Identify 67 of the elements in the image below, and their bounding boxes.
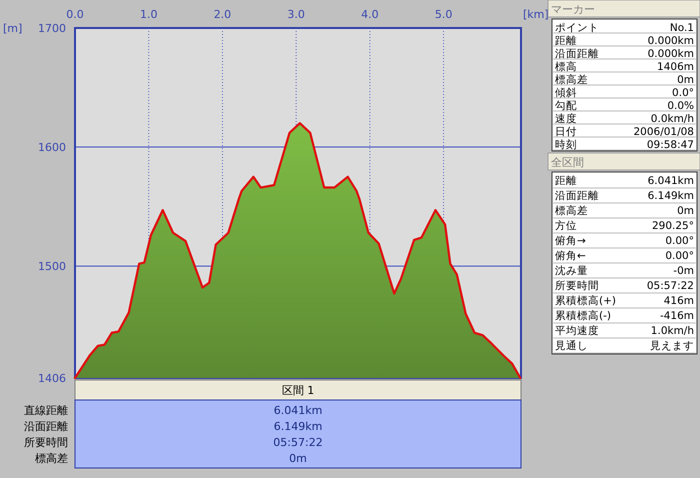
y-axis-title: [m] (3, 22, 22, 35)
category-label: 沿面距離 (555, 48, 599, 60)
category-label: 日付 (555, 126, 577, 138)
text: 6.149km (648, 190, 694, 202)
x-axis-title: [km] (523, 8, 549, 21)
text: 6.041km (648, 175, 694, 187)
category-label: 速度 (555, 112, 577, 125)
category-label: 見通し (555, 339, 588, 352)
category-label: 俯角← (555, 249, 586, 262)
text: 区間 1 (282, 384, 314, 397)
text: 1406m (657, 61, 694, 73)
text: マーカー (551, 3, 595, 16)
x-tick-label: 5.0 (434, 8, 452, 21)
x-tick-label: 3.0 (287, 8, 305, 21)
category-label: 直線距離 (24, 404, 68, 417)
text: 09:58:47 (646, 139, 694, 151)
category-label: 時刻 (555, 138, 577, 151)
category-label: 標高差 (555, 73, 588, 86)
category-label: 平均速度 (555, 324, 599, 337)
text: No.1 (670, 22, 694, 34)
text: -0m (673, 265, 694, 277)
text: 05:57:22 (646, 280, 694, 292)
text: 0.0° (672, 87, 694, 99)
text: 05:57:22 (273, 436, 323, 449)
category-label: 累積標高(-) (555, 309, 611, 322)
text: 1.0km/h (650, 325, 694, 337)
text: 0.000km (648, 48, 694, 60)
text: 0.000km (648, 35, 694, 47)
category-label: 累積標高(+) (555, 294, 616, 307)
text: 見えます (650, 340, 694, 352)
text: 2006/01/08 (633, 126, 694, 138)
category-label: 標高差 (35, 452, 68, 465)
category-label: 距離 (555, 35, 577, 47)
text: 6.149km (274, 420, 322, 433)
y-tick-label: 1600 (38, 141, 66, 154)
x-tick-label: 0.0 (66, 8, 84, 21)
text: 0m (677, 74, 694, 86)
category-label: 沈み量 (555, 264, 588, 277)
text: 0.0km/h (650, 113, 694, 125)
text: 0.0% (667, 100, 694, 112)
category-label: 沿面距離 (24, 420, 68, 433)
y-tick-label: 1500 (38, 260, 66, 274)
category-label: 俯角→ (555, 234, 586, 247)
text: 全区間 (551, 156, 584, 169)
text: 290.25° (652, 220, 694, 232)
x-tick-label: 2.0 (214, 8, 232, 21)
category-label: 方位 (555, 219, 577, 232)
category-label: 標高 (555, 60, 577, 73)
text: 0.00° (665, 235, 694, 247)
category-label: 所要時間 (24, 436, 68, 449)
y-tick-label: 1700 (38, 22, 66, 35)
text: 0m (289, 452, 307, 465)
x-tick-label: 1.0 (140, 8, 158, 21)
text: 0.00° (665, 250, 694, 262)
text: 0m (677, 205, 694, 217)
category-label: 距離 (555, 175, 577, 187)
y-tick-label: 1406 (38, 372, 66, 385)
text: -416m (660, 310, 694, 322)
x-tick-label: 4.0 (361, 8, 379, 21)
category-label: 勾配 (555, 100, 577, 112)
category-label: 傾斜 (555, 87, 577, 99)
text: 416m (664, 295, 694, 307)
category-label: 標高差 (555, 204, 588, 217)
category-label: ポイント (555, 22, 599, 34)
category-label: 所要時間 (555, 279, 599, 292)
category-label: 沿面距離 (555, 190, 599, 202)
text: 6.041km (274, 404, 322, 417)
